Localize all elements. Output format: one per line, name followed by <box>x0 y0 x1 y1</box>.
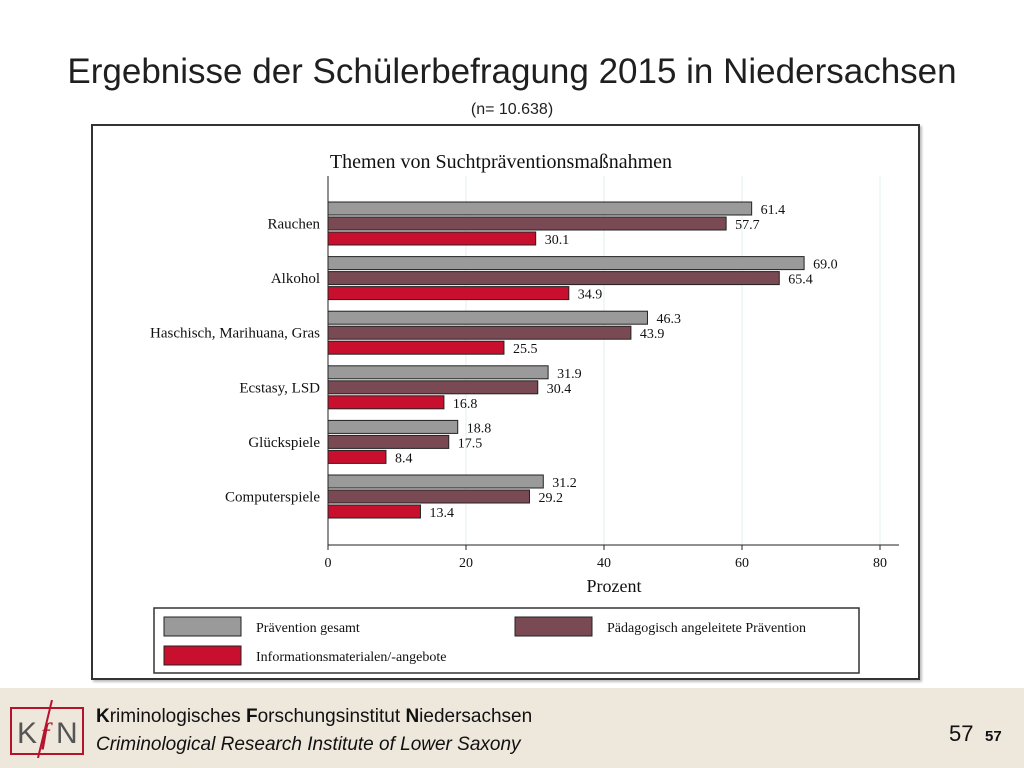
bar-2-2 <box>327 340 505 355</box>
data-label-3-0: 31.9 <box>557 367 582 382</box>
bar-3-0 <box>327 365 549 380</box>
data-label-0-0: 61.4 <box>761 203 786 218</box>
bar-1-1 <box>327 271 780 286</box>
legend-label-0: Prävention gesamt <box>256 621 360 636</box>
data-label-0-1: 57.7 <box>735 218 760 233</box>
data-label-2-1: 43.9 <box>640 327 665 342</box>
institute-name-part-3-initial: N <box>405 706 420 727</box>
slide-subtitle: (n= 10.638) <box>470 101 554 118</box>
bar-3-2 <box>327 395 445 410</box>
data-label-3-2: 16.8 <box>453 397 478 412</box>
axes: 0 20 40 60 80 Rauchen Alkohol Haschisch, Marihu… <box>150 176 899 571</box>
institute-name-english: Criminological Research Institute of Low… <box>96 734 521 755</box>
kfn-logo: K f N <box>10 700 84 758</box>
logo-frame <box>10 707 84 755</box>
page-number-small: 57 <box>985 728 1002 745</box>
bar-1-0 <box>327 256 805 271</box>
page-number: 57 <box>949 721 974 746</box>
bar-5-1 <box>327 489 530 504</box>
legend-label-1: Pädagogisch angeleitete Prävention <box>607 621 806 636</box>
x-tick-label-0: 0 <box>325 556 332 571</box>
data-label-5-1: 29.2 <box>538 491 563 506</box>
bar-0-2 <box>327 231 537 246</box>
data-label-2-0: 46.3 <box>656 312 681 327</box>
bar-5-0 <box>327 474 544 489</box>
institute-name-part-2-initial: F <box>245 706 258 727</box>
logo-letter-n: N <box>56 717 78 750</box>
bar-0-0 <box>327 201 753 216</box>
chart-frame: Themen von Suchtpräventionsmaßnahmen 61.… <box>91 124 920 680</box>
data-label-1-1: 65.4 <box>788 273 813 288</box>
bar-3-1 <box>327 380 539 395</box>
data-label-5-0: 31.2 <box>552 476 577 491</box>
bar-chart: Themen von Suchtpräventionsmaßnahmen 61.… <box>150 151 899 674</box>
category-label-4: Glückspiele <box>248 435 320 451</box>
category-label-1: Alkohol <box>271 271 320 287</box>
institute-name-part-2-rest: orschungsinstitut <box>257 706 406 727</box>
logo-slash <box>37 700 53 758</box>
slide-title: Ergebnisse der Schülerbefragung 2015 in … <box>67 52 957 91</box>
data-label-2-2: 25.5 <box>513 342 538 357</box>
bars: 61.457.7 30.1 69.065.4 34.9 46.343.9 25.5 31.9… <box>327 201 838 521</box>
bar-4-2 <box>327 449 387 464</box>
bar-2-0 <box>327 310 648 325</box>
data-label-4-0: 18.8 <box>467 421 492 436</box>
data-label-5-2: 13.4 <box>429 506 454 521</box>
footer: K f N Kriminologisches Forschungsinstitu… <box>0 688 1024 768</box>
bar-0-1 <box>327 216 727 231</box>
data-label-4-1: 17.5 <box>458 436 483 451</box>
x-tick-label-2: 40 <box>597 556 611 571</box>
data-label-0-2: 30.1 <box>545 233 570 248</box>
legend-swatch-2 <box>163 645 242 666</box>
logo-letter-k: K <box>17 717 37 750</box>
legend-label-2: Informationsmaterialen/-angebote <box>256 650 446 665</box>
data-label-3-1: 30.4 <box>547 382 572 397</box>
legend: Prävention gesamt Pädagogisch angeleitete… <box>153 607 860 674</box>
x-tick-label-1: 20 <box>459 556 473 571</box>
bar-5-2 <box>327 504 421 519</box>
institute-name-part-1-rest: riminologisches <box>109 706 246 727</box>
category-label-5: Computerspiele <box>225 490 320 506</box>
institute-name-part-1-initial: K <box>96 706 110 727</box>
legend-box <box>153 607 860 674</box>
chart-title: Themen von Suchtpräventionsmaßnahmen <box>330 151 672 173</box>
bar-1-2 <box>327 286 570 301</box>
data-label-1-2: 34.9 <box>578 288 603 303</box>
legend-swatch-0 <box>163 616 242 637</box>
bar-4-1 <box>327 434 450 449</box>
bar-2-1 <box>327 325 632 340</box>
category-label-0: Rauchen <box>268 217 321 233</box>
x-axis-title: Prozent <box>587 576 642 596</box>
legend-swatch-1 <box>514 616 593 637</box>
category-label-3: Ecstasy, LSD <box>239 380 320 396</box>
x-tick-label-4: 80 <box>873 556 887 571</box>
data-label-1-0: 69.0 <box>813 258 838 273</box>
bar-4-0 <box>327 419 459 434</box>
institute-name: Kriminologisches Forschungsinstitut Nied… <box>96 706 532 728</box>
x-tick-label-3: 60 <box>735 556 749 571</box>
logo-letter-f: f <box>41 717 53 750</box>
institute-name-part-3-rest: iedersachsen <box>419 706 533 727</box>
category-label-2: Haschisch, Marihuana, Gras <box>150 326 320 342</box>
data-label-4-2: 8.4 <box>395 451 413 466</box>
